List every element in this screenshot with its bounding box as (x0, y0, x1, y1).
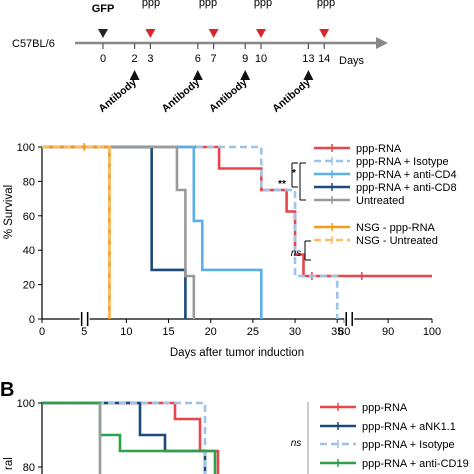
survival-curve (42, 145, 111, 319)
timeline-tick-label: 3 (147, 53, 153, 65)
legend-label: ppp-RNA (362, 402, 408, 414)
x-axis-label: Days after tumor induction (170, 347, 304, 359)
timeline-tick-label: 13 (302, 53, 314, 65)
legend-label: ppp-RNA (356, 143, 402, 155)
axis-break-gap (344, 313, 355, 325)
timeline-tick-label: 7 (211, 53, 217, 65)
survival-curve (42, 145, 111, 319)
survival-curve (42, 401, 220, 474)
x-tick-label: 0 (39, 326, 45, 338)
x-tick-label: 90 (382, 326, 394, 338)
antibody-label: Antibody (160, 76, 203, 115)
timeline-tick-label: 14 (318, 53, 330, 65)
ppp-label: ppp (142, 0, 160, 9)
y-tick-label: 40 (23, 245, 35, 257)
mouse-strain-label: C57BL/6 (12, 38, 55, 50)
x-tick-label: 5 (81, 326, 87, 338)
legend: ppp-RNA ppp-RNA + aNK1.1 ppp-RNA + Isotype… (320, 402, 469, 470)
timeline-tick-label: 2 (132, 53, 138, 65)
y-tick-label: 100 (17, 398, 35, 410)
significance-label: * (292, 168, 296, 179)
legend-label: Untreated (356, 195, 404, 207)
x-tick-label: 20 (205, 326, 217, 338)
axes: 100 80 (17, 398, 43, 474)
antibody-marker (192, 70, 203, 80)
days-label: Days (339, 55, 365, 67)
survival-curve (42, 145, 196, 319)
survival-chart-a: % Survival Days after tumor induction 0 2… (3, 142, 457, 359)
antibody-marker (129, 70, 140, 80)
x-tick-label: 25 (247, 326, 259, 338)
timeline-ticks: 0 2 3 6 7 9 10 13 14 (100, 43, 330, 65)
y-tick-label: 0 (29, 314, 35, 326)
survival-curve (42, 145, 263, 319)
panel-label-b: B (0, 379, 14, 401)
significance-label: ** (278, 179, 286, 190)
timeline-tick-label: 0 (100, 53, 106, 65)
survival-curve (42, 401, 207, 474)
significance-label: ns (291, 438, 302, 449)
x-tick-label: 15 (162, 326, 174, 338)
significance-label: ns (291, 248, 302, 259)
survival-curve (42, 145, 432, 278)
antibody-marker (303, 70, 314, 80)
y-tick-label: 20 (23, 280, 35, 292)
y-axis-label: % Survival (3, 185, 15, 239)
survival-curve (42, 145, 339, 319)
series-lines (42, 401, 220, 474)
ppp-injection-marker (256, 29, 266, 38)
series-lines (42, 143, 432, 319)
antibody-marker (240, 70, 251, 80)
legend-label: ppp-RNA + anti-CD4 (356, 169, 457, 181)
antibody-markers: Antibody Antibody Antibody Antibody (96, 70, 314, 115)
gfp-label: GFP (92, 3, 115, 15)
ppp-injection-marker (208, 29, 219, 38)
ppp-injection-marker (319, 29, 330, 38)
survival-curve (42, 145, 187, 319)
x-tick-label: 100 (423, 326, 441, 338)
ppp-label: ppp (317, 0, 335, 9)
legend-label: ppp-RNA + anti-CD8 (356, 182, 457, 194)
axis-break-gap (79, 313, 90, 325)
timeline-arrowhead (376, 37, 388, 49)
significance-brackets: ** * ns (278, 162, 311, 261)
y-tick-label: 80 (23, 176, 35, 188)
timeline-tick-label: 9 (242, 53, 248, 65)
antibody-label: Antibody (207, 76, 250, 115)
y-tick-label: 100 (17, 142, 35, 154)
y-axis-label: ral (3, 457, 15, 470)
timeline-arrows (98, 29, 330, 38)
timeline-tick-label: 6 (195, 53, 201, 65)
x-tick-label: 80 (338, 326, 350, 338)
legend-label: NSG - ppp-RNA (356, 222, 436, 234)
x-tick-label: 10 (120, 326, 132, 338)
antibody-label: Antibody (270, 76, 313, 115)
legend-label: ppp-RNA + Isotype (362, 439, 455, 451)
legend-label: NSG - Untreated (356, 235, 438, 247)
survival-curve (42, 401, 207, 474)
antibody-label: Antibody (96, 76, 139, 115)
timeline-tick-label: 10 (255, 53, 267, 65)
legend-label: ppp-RNA + Isotype (356, 156, 449, 168)
x-tick-label: 30 (289, 326, 301, 338)
legend-label: ppp-RNA + aNK1.1 (362, 421, 456, 433)
legend-label: ppp-RNA + anti-CD19 (362, 458, 469, 470)
y-tick-label: 80 (23, 462, 35, 474)
ppp-label: ppp (199, 0, 217, 9)
ppp-label: ppp (254, 0, 272, 9)
ppp-injection-marker (145, 29, 156, 38)
x-tick-label: 35 (331, 326, 343, 338)
y-tick-label: 60 (23, 211, 35, 223)
gfp-injection-marker (98, 29, 108, 38)
survival-curve (42, 401, 217, 474)
